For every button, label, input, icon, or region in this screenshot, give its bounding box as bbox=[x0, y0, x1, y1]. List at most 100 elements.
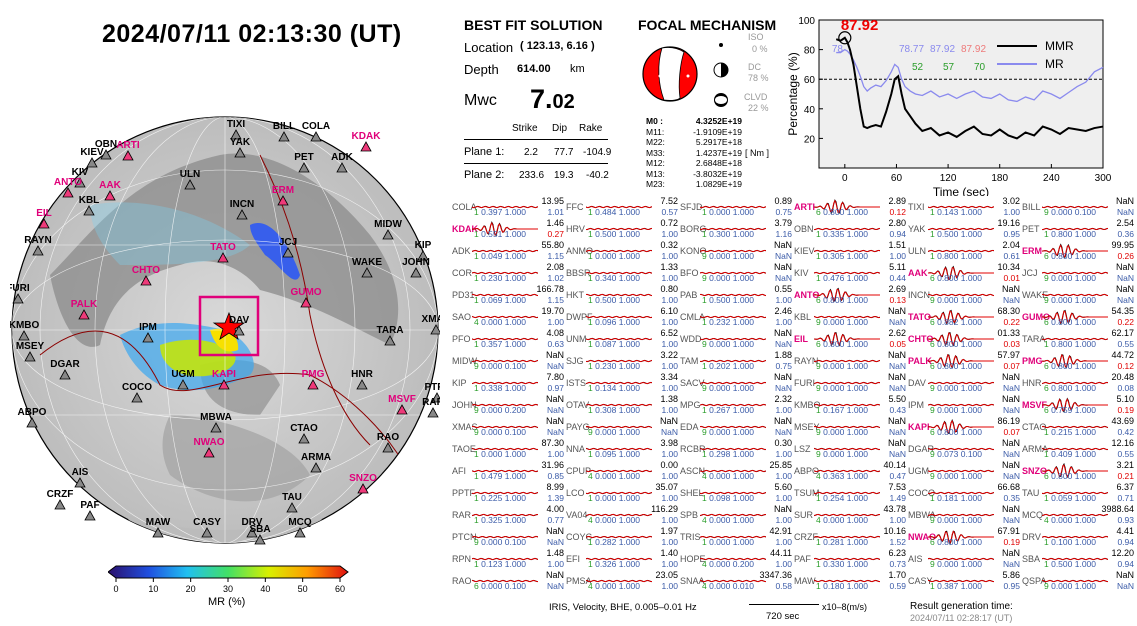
trace-cc: 0.500 bbox=[595, 295, 619, 305]
trace-waveform bbox=[700, 447, 766, 451]
trace-waveform bbox=[586, 205, 652, 209]
station-triangle-icon bbox=[83, 205, 95, 216]
trace-weight: 1.000 bbox=[960, 493, 983, 503]
trace-cc: 0.000 bbox=[481, 361, 505, 371]
trace-mr: NaN bbox=[1116, 273, 1134, 283]
trace-station: JOHN bbox=[452, 400, 477, 410]
trace-waveform bbox=[700, 535, 766, 539]
trace-waveform bbox=[700, 227, 766, 231]
trace-mr: 1.00 bbox=[661, 361, 678, 371]
trace-station: TRIS bbox=[680, 532, 701, 542]
station-triangle-icon bbox=[54, 499, 66, 510]
trace-amplitude: NaN bbox=[545, 416, 564, 426]
station-triangle-icon bbox=[286, 502, 298, 513]
trace-station: MSEY bbox=[794, 422, 820, 432]
trace-cc: 0.308 bbox=[595, 405, 619, 415]
colorbar-tick-label: 50 bbox=[298, 584, 308, 594]
trace-mr: 0.26 bbox=[1117, 251, 1134, 261]
trace-station: AIS bbox=[908, 554, 923, 564]
trace-synthetic bbox=[586, 470, 652, 473]
station-label: ADK bbox=[331, 152, 353, 163]
trace-snzo: SNZO 3.21 6 0.800 1.000 0.21 bbox=[1022, 460, 1134, 500]
trace-weight: 1.000 bbox=[618, 427, 641, 437]
trace-station: SACV bbox=[680, 378, 705, 388]
trace-mcq: MCQ 3988.64 4 0.000 1.000 0.93 bbox=[1022, 504, 1134, 544]
trace-flag: 1 bbox=[474, 559, 482, 569]
station-label: COLA bbox=[302, 121, 330, 132]
trace-cc: 0.000 bbox=[709, 251, 733, 261]
trace-waveform bbox=[814, 579, 880, 583]
trace-amplitude: NaN bbox=[1115, 570, 1134, 580]
trace-mr: 0.93 bbox=[1117, 515, 1134, 525]
station-triangle-icon bbox=[131, 392, 143, 403]
trace-amplitude: 0.30 bbox=[774, 438, 792, 448]
colorbar-tick-label: 20 bbox=[186, 584, 196, 594]
trace-flag: 4 bbox=[702, 581, 710, 591]
tensor-key: M22: bbox=[646, 137, 665, 147]
trace-cc: 0.096 bbox=[595, 317, 619, 327]
trace-cc: 0.800 bbox=[937, 251, 961, 261]
trace-waveform bbox=[586, 513, 652, 517]
trace-flag: 4 bbox=[588, 471, 596, 481]
trace-weight: 1.000 bbox=[732, 273, 755, 283]
trace-weight: 1.000 bbox=[504, 471, 527, 481]
trace-synthetic bbox=[1042, 447, 1108, 451]
trace-weight: 1.000 bbox=[618, 229, 641, 239]
trace-synthetic bbox=[928, 205, 994, 208]
legend-label: MR bbox=[1045, 57, 1064, 71]
trace-waveform bbox=[928, 403, 994, 407]
trace-weight: 1.000 bbox=[618, 449, 641, 459]
trace-station: MPG bbox=[680, 400, 701, 410]
table-rule-2 bbox=[464, 163, 608, 164]
trace-station: ABPO bbox=[794, 466, 820, 476]
station-triangle-icon bbox=[300, 297, 312, 308]
trace-flag: 9 bbox=[816, 427, 824, 437]
tensor-value: -1.9109E+19 bbox=[693, 126, 742, 137]
trace-station: CRZF bbox=[794, 532, 818, 542]
trace-synthetic bbox=[586, 492, 652, 495]
trace-cc: 0.000 bbox=[595, 251, 619, 261]
station-kmbo: KMBO bbox=[10, 320, 39, 341]
trace-dwpf: DWPF 6.10 1 0.096 1.000 1.00 bbox=[566, 306, 678, 346]
trace-waveform bbox=[472, 535, 538, 539]
trace-mr: 1.00 bbox=[775, 515, 792, 525]
trace-synthetic bbox=[700, 513, 766, 517]
trace-mr: 0.22 bbox=[1003, 317, 1020, 327]
trace-cc: 0.800 bbox=[937, 537, 961, 547]
trace-waveform bbox=[700, 205, 766, 209]
trace-amplitude: 1.40 bbox=[660, 548, 678, 558]
trace-mr: 1.00 bbox=[661, 273, 678, 283]
trace-waveform bbox=[472, 359, 538, 363]
trace-synthetic bbox=[928, 513, 994, 517]
footer-scale: 720 sec bbox=[766, 611, 800, 622]
mw-value: 7.02 bbox=[530, 84, 575, 115]
trace-weight: 1.000 bbox=[846, 339, 869, 349]
trace-synthetic bbox=[472, 425, 538, 429]
trace-waveform bbox=[700, 249, 766, 253]
station-triangle-icon bbox=[310, 462, 322, 473]
trace-flag: 1 bbox=[930, 581, 938, 591]
series-line-mr bbox=[836, 48, 1104, 103]
trace-flag: 1 bbox=[474, 295, 482, 305]
trace-weight: 1.000 bbox=[960, 317, 983, 327]
trace-fit: 4 0.000 1.000 bbox=[816, 515, 868, 525]
trace-amplitude: 6.23 bbox=[888, 548, 906, 558]
trace-flag: 1 bbox=[816, 273, 824, 283]
trace-kbl: KBL NaN 9 0.000 1.000 NaN bbox=[794, 306, 906, 346]
trace-station: MCQ bbox=[1022, 510, 1043, 520]
series-line-mmr bbox=[835, 36, 1104, 140]
station-label: FURI bbox=[10, 283, 30, 294]
trace-cc: 0.298 bbox=[709, 449, 733, 459]
station-label: KAPI bbox=[212, 369, 236, 380]
trace-fit: 1 0.397 1.000 bbox=[474, 207, 526, 217]
station-triangle-icon bbox=[32, 245, 44, 256]
trace-station: NWAO bbox=[908, 532, 936, 542]
x-tick-label: 120 bbox=[940, 173, 957, 184]
trace-cc: 0.267 bbox=[709, 405, 733, 415]
trace-weight: 1.000 bbox=[960, 405, 983, 415]
trace-amplitude: 67.91 bbox=[997, 526, 1020, 536]
trace-cc: 0.000 bbox=[595, 427, 619, 437]
trace-weight: 1.000 bbox=[960, 295, 983, 305]
trace-weight: 1.000 bbox=[732, 449, 755, 459]
trace-cc: 0.409 bbox=[1051, 449, 1075, 459]
